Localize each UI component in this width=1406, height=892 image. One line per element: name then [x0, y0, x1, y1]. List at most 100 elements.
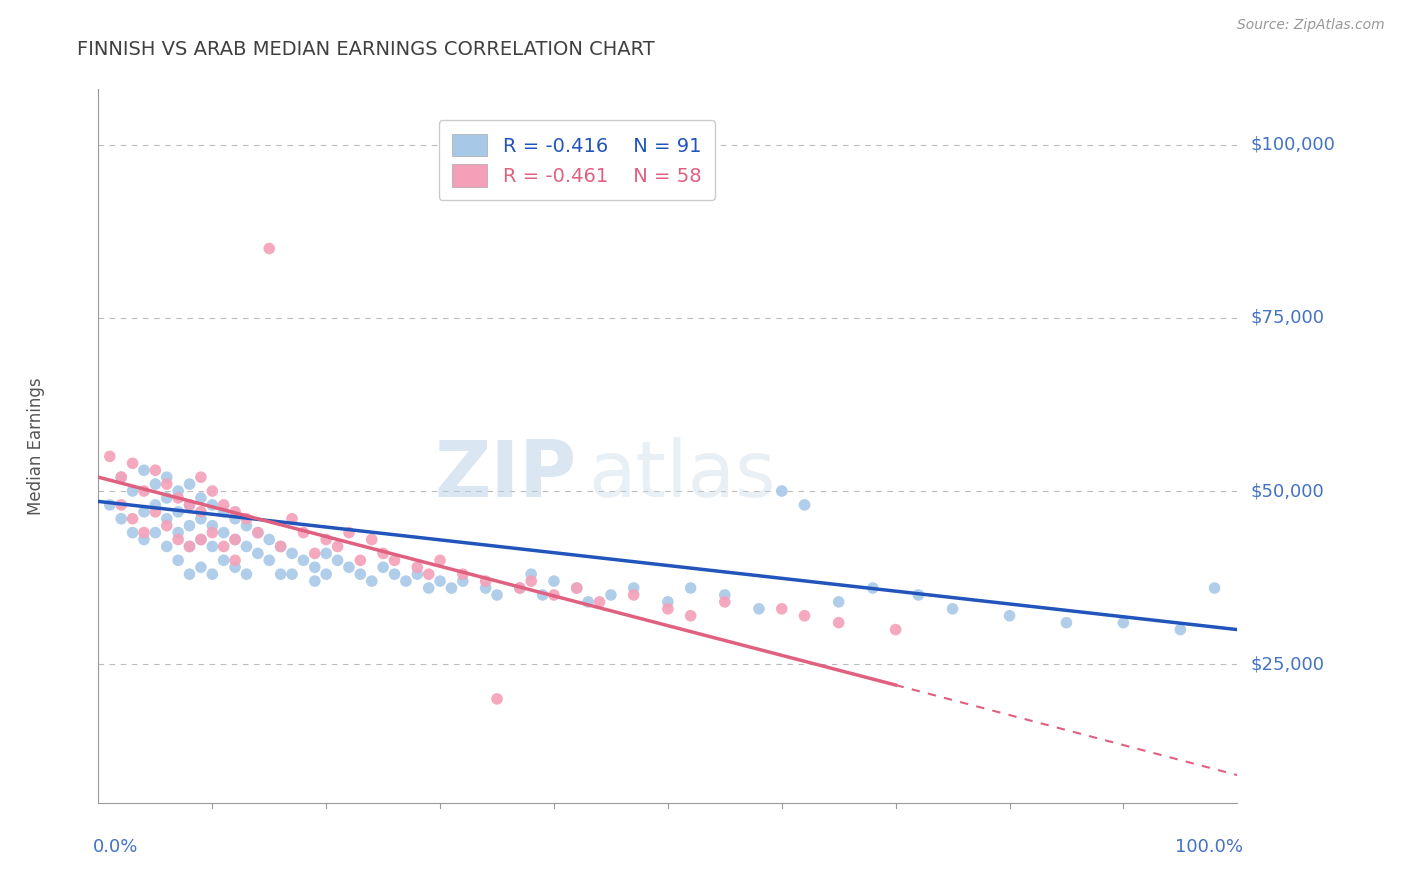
Point [326, 553, 349, 567]
Point [156, 470, 179, 484]
Point [179, 518, 201, 533]
Point [110, 498, 132, 512]
Point [679, 608, 702, 623]
Point [623, 581, 645, 595]
Point [167, 483, 190, 498]
Point [429, 574, 451, 588]
Point [179, 477, 201, 491]
Point [224, 560, 246, 574]
Point [565, 581, 588, 595]
Legend: R = -0.416    N = 91, R = -0.461    N = 58: R = -0.416 N = 91, R = -0.461 N = 58 [439, 120, 714, 200]
Point [588, 595, 610, 609]
Point [132, 525, 155, 540]
Text: $75,000: $75,000 [1251, 309, 1324, 326]
Point [360, 533, 382, 547]
Point [509, 581, 531, 595]
Point [145, 505, 167, 519]
Text: 0.0%: 0.0% [93, 838, 138, 856]
Point [212, 540, 235, 554]
Point [167, 491, 190, 505]
Point [748, 602, 770, 616]
Point [509, 581, 531, 595]
Point [315, 567, 337, 582]
Text: $100,000: $100,000 [1251, 136, 1336, 153]
Point [179, 498, 201, 512]
Point [429, 553, 451, 567]
Point [418, 567, 440, 582]
Point [270, 567, 292, 582]
Point [167, 553, 190, 567]
Point [884, 623, 907, 637]
Point [201, 525, 224, 540]
Point [907, 588, 929, 602]
Point [657, 595, 679, 609]
Point [145, 477, 167, 491]
Point [190, 470, 212, 484]
Point [474, 581, 496, 595]
Point [212, 498, 235, 512]
Point [246, 546, 269, 560]
Text: $25,000: $25,000 [1251, 656, 1324, 673]
Text: ZIP: ZIP [434, 436, 576, 513]
Point [270, 540, 292, 554]
Point [281, 512, 304, 526]
Point [259, 242, 281, 256]
Point [793, 498, 815, 512]
Text: atlas: atlas [588, 436, 776, 513]
Text: Median Earnings: Median Earnings [27, 377, 45, 515]
Point [315, 533, 337, 547]
Point [714, 588, 737, 602]
Point [349, 567, 371, 582]
Point [201, 540, 224, 554]
Point [600, 588, 623, 602]
Point [110, 512, 132, 526]
Point [224, 512, 246, 526]
Text: 100.0%: 100.0% [1175, 838, 1243, 856]
Point [190, 512, 212, 526]
Point [337, 560, 360, 574]
Point [998, 608, 1021, 623]
Point [371, 560, 394, 574]
Point [132, 505, 155, 519]
Point [246, 525, 269, 540]
Point [371, 546, 394, 560]
Point [156, 518, 179, 533]
Point [98, 450, 121, 464]
Point [179, 540, 201, 554]
Point [145, 498, 167, 512]
Point [235, 540, 257, 554]
Point [862, 581, 884, 595]
Point [543, 588, 565, 602]
Point [145, 463, 167, 477]
Text: FINNISH VS ARAB MEDIAN EARNINGS CORRELATION CHART: FINNISH VS ARAB MEDIAN EARNINGS CORRELAT… [77, 40, 655, 59]
Point [224, 505, 246, 519]
Point [224, 533, 246, 547]
Point [201, 498, 224, 512]
Point [406, 560, 429, 574]
Point [657, 602, 679, 616]
Point [121, 525, 143, 540]
Point [281, 546, 304, 560]
Point [360, 574, 382, 588]
Point [304, 560, 326, 574]
Point [679, 581, 702, 595]
Point [259, 533, 281, 547]
Point [440, 581, 463, 595]
Point [942, 602, 965, 616]
Point [1204, 581, 1226, 595]
Point [565, 581, 588, 595]
Point [167, 525, 190, 540]
Point [110, 470, 132, 484]
Point [793, 608, 815, 623]
Point [121, 456, 143, 470]
Point [156, 491, 179, 505]
Point [451, 567, 474, 582]
Point [304, 574, 326, 588]
Point [520, 574, 543, 588]
Point [270, 540, 292, 554]
Point [451, 574, 474, 588]
Point [145, 525, 167, 540]
Point [828, 615, 851, 630]
Point [212, 525, 235, 540]
Point [259, 553, 281, 567]
